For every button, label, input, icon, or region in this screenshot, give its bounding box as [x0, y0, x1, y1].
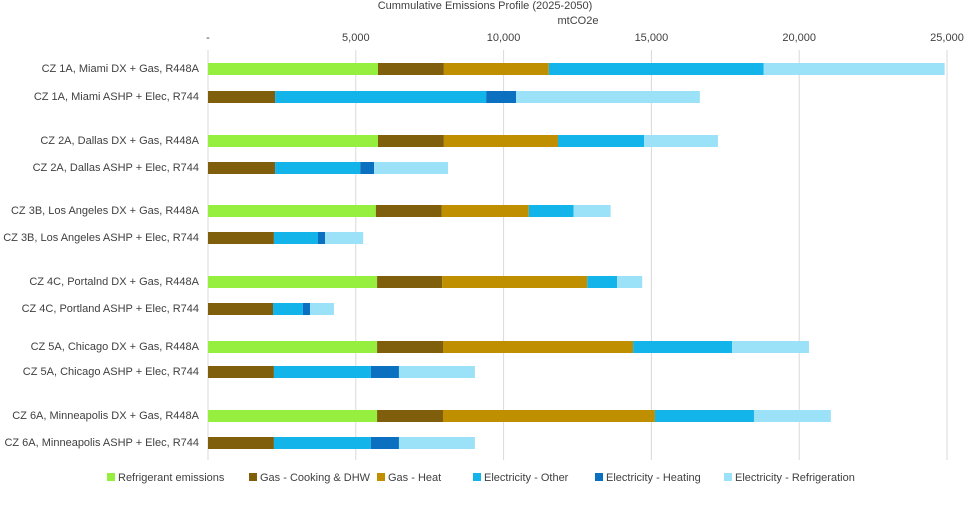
- bar-segment: [654, 410, 754, 422]
- bar-segment: [557, 135, 645, 147]
- chart-title: Cummulative Emissions Profile (2025-2050…: [378, 0, 593, 12]
- bar-segment: [377, 410, 444, 422]
- y-tick-label: CZ 2A, Dallas DX + Gas, R448A: [40, 135, 199, 147]
- bar-segment: [275, 91, 487, 103]
- legend-swatch: [473, 473, 481, 481]
- bar-segment: [633, 341, 733, 353]
- bar-segment: [443, 63, 549, 75]
- bar-segment: [374, 162, 449, 174]
- bar-segment: [377, 135, 444, 147]
- bar-segment: [208, 205, 376, 217]
- legend-swatch: [377, 473, 385, 481]
- bar-segment: [617, 276, 643, 288]
- bar-segment: [208, 303, 274, 315]
- bar-segment: [208, 366, 274, 378]
- y-tick-label: CZ 6A, Minneapolis ASHP + Elec, R744: [4, 437, 199, 449]
- bar-segment: [208, 437, 274, 449]
- y-tick-label: CZ 5A, Chicago DX + Gas, R448A: [31, 341, 200, 353]
- legend-swatch: [107, 473, 115, 481]
- x-tick-label: -: [206, 32, 210, 44]
- y-tick-label: CZ 4C, Portalnd DX + Gas, R448A: [29, 276, 199, 288]
- x-tick-label: 5,000: [342, 32, 370, 44]
- bar-segment: [317, 232, 326, 244]
- bar-segment: [325, 232, 364, 244]
- bar-segment: [548, 63, 764, 75]
- y-tick-label: CZ 6A, Minneapolis DX + Gas, R448A: [12, 410, 199, 422]
- bar-segment: [208, 162, 276, 174]
- bar-segment: [208, 341, 378, 353]
- legend-label: Electricity - Refrigeration: [735, 472, 855, 484]
- x-tick-label: 25,000: [930, 32, 964, 44]
- legend-swatch: [595, 473, 603, 481]
- legend-swatch: [724, 473, 732, 481]
- bar-segment: [208, 63, 378, 75]
- legend-label: Refrigerant emissions: [118, 472, 225, 484]
- bar-segment: [375, 205, 442, 217]
- legend-swatch: [249, 473, 257, 481]
- bar-segment: [273, 232, 318, 244]
- bar-segment: [208, 232, 274, 244]
- legend-label: Gas - Cooking & DHW: [260, 472, 371, 484]
- bar-segment: [443, 410, 655, 422]
- legend-label: Gas - Heat: [388, 472, 441, 484]
- x-axis-label: mtCO2e: [558, 15, 599, 27]
- y-tick-label: CZ 3B, Los Angeles ASHP + Elec, R744: [3, 232, 199, 244]
- bar-segment: [587, 276, 618, 288]
- bar-segment: [443, 341, 634, 353]
- bar-segment: [732, 341, 809, 353]
- legend-label: Electricity - Heating: [606, 472, 701, 484]
- bar-segment: [208, 91, 276, 103]
- bar-segment: [516, 91, 700, 103]
- y-tick-label: CZ 4C, Portland ASHP + Elec, R744: [22, 303, 199, 315]
- bar-segment: [441, 205, 529, 217]
- bar-segment: [273, 303, 303, 315]
- x-tick-label: 15,000: [635, 32, 669, 44]
- bar-segment: [360, 162, 375, 174]
- y-tick-label: CZ 5A, Chicago ASHP + Elec, R744: [23, 366, 199, 378]
- bar-segment: [208, 410, 378, 422]
- bar-segment: [528, 205, 574, 217]
- bar-segment: [398, 366, 475, 378]
- bar-segment: [273, 366, 371, 378]
- bar-segment: [398, 437, 475, 449]
- bar-segment: [442, 276, 588, 288]
- bar-segment: [377, 63, 444, 75]
- bar-segment: [302, 303, 310, 315]
- bar-segment: [275, 162, 361, 174]
- bar-segment: [763, 63, 945, 75]
- bar-segment: [370, 437, 399, 449]
- bar-segment: [309, 303, 334, 315]
- y-tick-label: CZ 1A, Miami ASHP + Elec, R744: [34, 91, 199, 103]
- bar-segment: [208, 135, 378, 147]
- bar-segment: [573, 205, 611, 217]
- bar-segment: [208, 276, 378, 288]
- y-tick-label: CZ 2A, Dallas ASHP + Elec, R744: [33, 162, 199, 174]
- y-tick-label: CZ 1A, Miami DX + Gas, R448A: [42, 63, 200, 75]
- bar-segment: [644, 135, 718, 147]
- y-tick-label: CZ 3B, Los Angeles DX + Gas, R448A: [11, 205, 200, 217]
- x-tick-label: 10,000: [487, 32, 521, 44]
- bar-segment: [753, 410, 831, 422]
- bar-segment: [486, 91, 517, 103]
- bar-segment: [443, 135, 558, 147]
- x-tick-label: 20,000: [782, 32, 816, 44]
- bar-segment: [370, 366, 399, 378]
- bar-segment: [377, 341, 444, 353]
- legend-label: Electricity - Other: [484, 472, 569, 484]
- bar-segment: [377, 276, 443, 288]
- bar-segment: [273, 437, 371, 449]
